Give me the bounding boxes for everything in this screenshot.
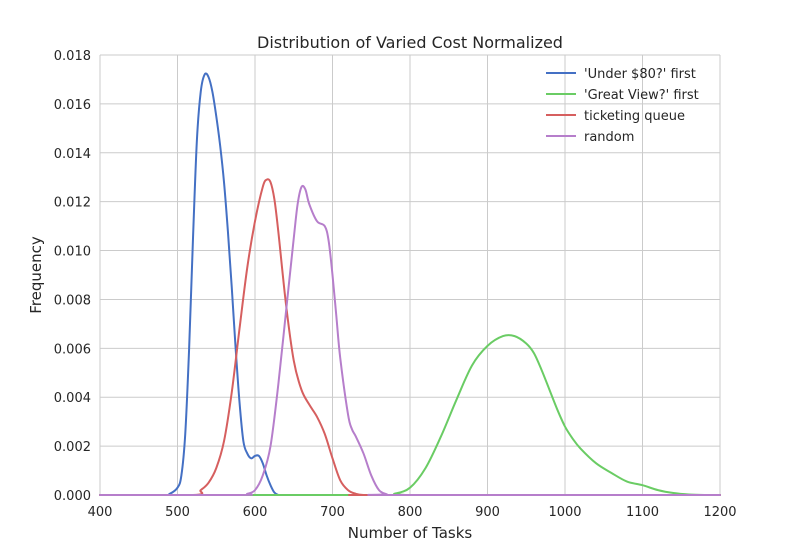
x-tick-label: 1200: [703, 505, 736, 520]
y-tick-label: 0.012: [54, 196, 91, 211]
legend-label: 'Under $80?' first: [584, 67, 696, 82]
y-tick-label: 0.006: [54, 342, 91, 357]
x-tick-label: 1000: [548, 505, 581, 520]
x-tick-label: 900: [475, 505, 500, 520]
legend-entry: ticketing queue: [546, 109, 685, 124]
y-tick-label: 0.004: [54, 391, 91, 406]
y-tick-label: 0.010: [54, 245, 91, 260]
legend-entry: 'Great View?' first: [546, 88, 699, 103]
tick-labels: 400 500 600 700 800 900 1000 1100 1200 0.000 0.002…: [54, 49, 737, 520]
series-line: [99, 184, 721, 497]
chart-title: Distribution of Varied Cost Normalized: [257, 33, 563, 52]
x-tick-label: 600: [243, 505, 268, 520]
y-tick-label: 0.002: [54, 440, 91, 455]
series-line: [99, 178, 721, 497]
x-tick-label: 1100: [626, 505, 659, 520]
legend-label: ticketing queue: [584, 109, 685, 124]
x-axis-label: Number of Tasks: [348, 524, 473, 542]
legend-label: random: [584, 130, 634, 145]
x-tick-label: 500: [165, 505, 190, 520]
y-tick-label: 0.000: [54, 489, 91, 504]
series-line: [99, 334, 721, 497]
legend-label: 'Great View?' first: [584, 88, 699, 103]
series-lines: [99, 72, 721, 497]
y-tick-label: 0.016: [54, 98, 91, 113]
grid: [99, 54, 721, 496]
legend: 'Under $80?' first 'Great View?' first t…: [546, 67, 699, 145]
x-tick-label: 400: [88, 505, 113, 520]
y-tick-label: 0.014: [54, 147, 91, 162]
x-tick-label: 800: [398, 505, 423, 520]
legend-entry: random: [546, 130, 634, 145]
x-tick-label: 700: [320, 505, 345, 520]
y-tick-label: 0.018: [54, 49, 91, 64]
y-axis-label: Frequency: [27, 236, 45, 314]
legend-entry: 'Under $80?' first: [546, 67, 696, 82]
y-tick-label: 0.008: [54, 293, 91, 308]
